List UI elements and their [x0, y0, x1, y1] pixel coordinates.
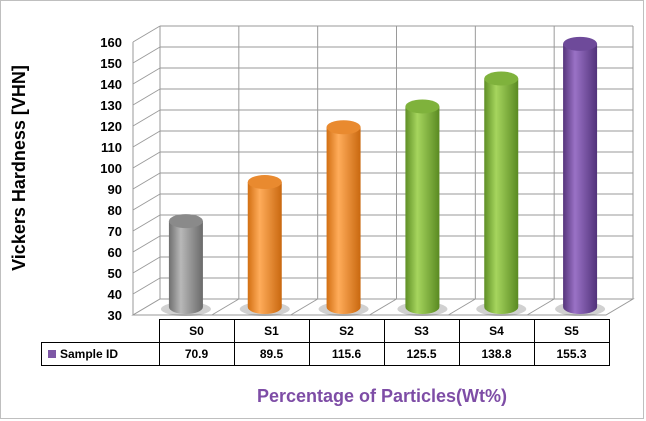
gridline-side [132, 130, 161, 148]
gridline-side [132, 214, 161, 232]
y-tick-label: 70 [108, 224, 122, 239]
y-axis-title-wrap: Vickers Hardness [VHN] [9, 65, 29, 271]
bar [405, 106, 440, 314]
grid [131, 25, 635, 316]
category-label: S5 [533, 319, 610, 343]
data-label: 70.9 [158, 342, 235, 366]
table-corner [41, 319, 160, 343]
legend-label: Sample ID [60, 347, 119, 361]
bar-top [247, 175, 282, 190]
y-tick-label: 50 [108, 266, 122, 281]
gridline-side [132, 193, 161, 211]
y-axis-title: Vickers Hardness [VHN] [9, 65, 29, 271]
gridline-side [132, 25, 161, 43]
data-table: S0 S1 S2 S3 S4 S5 Sample ID 70.9 89.5 115.6 125.… [41, 319, 610, 366]
floor-divider [526, 298, 555, 316]
y-tick-label: 40 [108, 287, 122, 302]
y-tick-label: 80 [108, 203, 122, 218]
gridline-side [132, 256, 161, 274]
floor-divider [211, 298, 240, 316]
y-tick-label: 160 [100, 35, 122, 50]
y-tick-label: 110 [101, 140, 122, 155]
data-label: 125.5 [383, 342, 460, 366]
data-label: 155.3 [533, 342, 610, 366]
y-tick-label: 140 [100, 77, 122, 92]
bar [563, 43, 598, 315]
y-tick-label: 90 [108, 182, 122, 197]
floor-divider [369, 298, 397, 316]
gridline-side [132, 172, 161, 190]
y-tick-label: 120 [100, 119, 122, 134]
gridline-side [132, 46, 161, 64]
bar-top [326, 120, 361, 135]
category-label: S1 [233, 319, 310, 343]
y-tick-label: 100 [100, 161, 122, 176]
bar [168, 221, 203, 314]
bar-top [484, 71, 519, 86]
data-label: 89.5 [233, 342, 310, 366]
bar [247, 182, 282, 314]
legend-entry: Sample ID [41, 342, 160, 366]
bar-top [168, 214, 203, 229]
legend-key-swatch [48, 350, 56, 358]
y-tick-label: 130 [100, 98, 122, 113]
floor-divider [448, 298, 476, 316]
gridline-side [132, 277, 161, 295]
x-axis-title: Percentage of Particles(Wt%) [256, 386, 508, 406]
y-tick-label: 30 [108, 308, 122, 323]
category-label: S2 [308, 319, 385, 343]
gridline-side [132, 109, 161, 127]
bar [484, 78, 519, 315]
y-tick-label: 60 [108, 245, 122, 260]
bars [160, 36, 606, 316]
category-label: S0 [158, 319, 235, 343]
gridline-side [132, 235, 161, 253]
value-row: Sample ID 70.9 89.5 115.6 125.5 138.8 155.3 [41, 342, 610, 366]
data-label: 138.8 [458, 342, 535, 366]
gridline-side [132, 88, 161, 106]
gridline-side [132, 151, 161, 169]
bar [326, 127, 361, 315]
y-tick-label: 150 [100, 56, 122, 71]
category-label: S3 [383, 319, 460, 343]
category-row: S0 S1 S2 S3 S4 S5 [41, 319, 610, 343]
bar-top [405, 99, 440, 114]
gridline-side [132, 67, 161, 85]
floor-divider [290, 298, 318, 316]
data-label: 115.6 [308, 342, 385, 366]
category-label: S4 [458, 319, 535, 343]
bar-top [563, 36, 598, 51]
y-axis-ticks: 30 40 50 60 70 80 90 100 110 120 130 140 150 160 [100, 35, 122, 323]
